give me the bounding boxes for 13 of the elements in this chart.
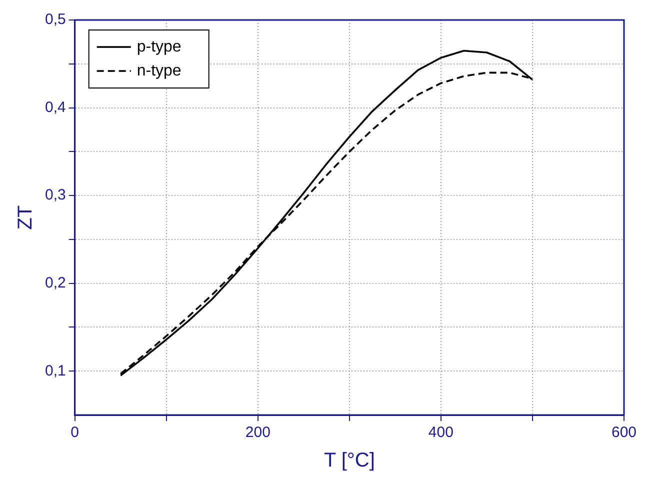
x-axis-title: T [°C]	[324, 450, 375, 472]
y-axis-title: ZT	[14, 205, 37, 230]
y-tick-label: 0,1	[44, 362, 66, 380]
y-tick-label: 0,3	[44, 186, 66, 204]
x-tick-label: 200	[245, 424, 270, 442]
x-tick-label: 0	[70, 424, 80, 442]
x-tick-label: 400	[428, 424, 454, 442]
y-tick-label: 0,4	[44, 98, 66, 116]
y-tick-label: 0,5	[44, 11, 66, 28]
x-tick-label: 600	[611, 424, 637, 442]
legend-label: p-type	[136, 38, 182, 56]
legend-label: n-type	[136, 62, 182, 80]
y-tick-label: 0,2	[44, 274, 66, 292]
